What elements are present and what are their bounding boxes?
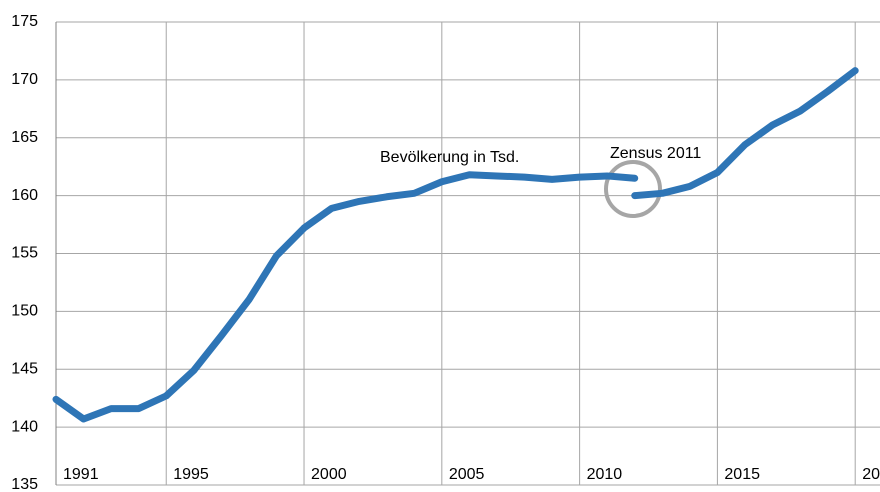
y-tick-label: 160	[11, 187, 38, 204]
y-tick-label: 165	[11, 129, 38, 146]
y-tick-label: 150	[11, 303, 38, 320]
y-tick-label: 145	[11, 360, 38, 377]
y-tick-label: 175	[11, 13, 38, 30]
x-tick-label: 2005	[449, 466, 485, 483]
data-line	[631, 67, 859, 200]
x-tick-label: 2015	[724, 466, 760, 483]
annotation: Bevölkerung in Tsd.	[380, 149, 519, 166]
x-tick-label: 1995	[173, 466, 209, 483]
x-tick-label: 2020	[862, 466, 880, 483]
y-tick-label: 155	[11, 245, 38, 262]
census-marker	[604, 160, 662, 218]
annotation: Zensus 2011	[610, 145, 701, 162]
x-tick-label: 2000	[311, 466, 347, 483]
y-tick-label: 140	[11, 418, 38, 435]
x-tick-label: 2010	[587, 466, 623, 483]
y-tick-label: 170	[11, 71, 38, 88]
data-line	[52, 171, 639, 423]
y-tick-label: 135	[11, 476, 38, 492]
x-tick-label: 1991	[63, 466, 99, 483]
